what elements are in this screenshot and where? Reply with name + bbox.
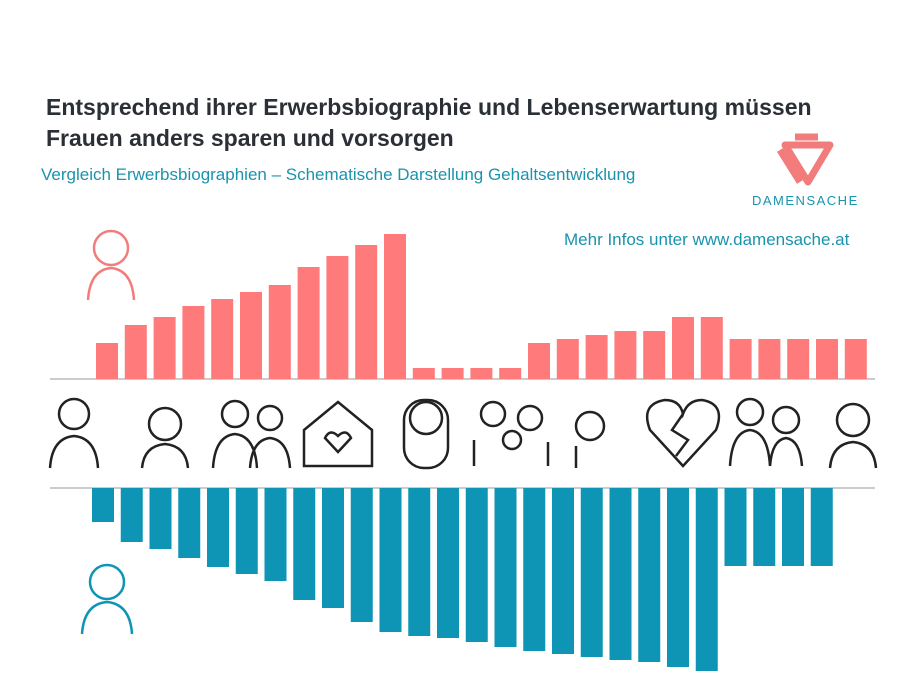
bar xyxy=(408,488,431,636)
bar xyxy=(787,339,810,379)
bar xyxy=(782,488,804,566)
bar xyxy=(724,488,747,566)
bar xyxy=(695,488,718,671)
bar xyxy=(384,234,406,379)
bar xyxy=(643,331,666,379)
life-stage-icons xyxy=(48,397,878,470)
bar xyxy=(528,343,550,379)
bar xyxy=(585,335,608,379)
bar xyxy=(293,488,316,600)
bar xyxy=(470,368,493,379)
bar xyxy=(614,331,637,379)
bar xyxy=(523,488,546,651)
bar xyxy=(211,299,234,379)
bar xyxy=(297,267,320,379)
bar xyxy=(235,488,258,574)
bar xyxy=(379,488,402,632)
bar xyxy=(153,317,176,379)
bar xyxy=(326,256,349,379)
bar xyxy=(580,488,603,657)
bar xyxy=(753,488,776,566)
bar xyxy=(494,488,517,647)
bar xyxy=(120,488,143,542)
bar xyxy=(350,488,373,622)
logo-mark xyxy=(777,133,834,186)
bar xyxy=(240,292,262,379)
bar xyxy=(552,488,574,654)
bar xyxy=(124,325,147,379)
title: Entsprechend ihrer Erwerbsbiographie und… xyxy=(46,94,812,151)
bar xyxy=(322,488,344,608)
bar xyxy=(441,368,464,379)
bar xyxy=(556,339,579,379)
bar xyxy=(92,488,114,522)
bar xyxy=(499,368,522,379)
bar xyxy=(412,368,435,379)
subtitle: Vergleich Erwerbsbiographien – Schematis… xyxy=(41,165,636,184)
bar xyxy=(729,339,752,379)
bar xyxy=(700,317,723,379)
man-icon xyxy=(80,563,134,635)
bar xyxy=(182,306,205,379)
bar xyxy=(355,245,378,379)
bar xyxy=(810,488,833,566)
bar xyxy=(207,488,229,567)
bar xyxy=(149,488,172,549)
bar xyxy=(638,488,661,662)
bar xyxy=(264,488,287,581)
bar xyxy=(672,317,694,379)
bar xyxy=(465,488,488,642)
bar xyxy=(609,488,632,660)
bar xyxy=(268,285,291,379)
woman-icon xyxy=(86,229,136,301)
bar xyxy=(667,488,689,667)
bar xyxy=(816,339,838,379)
bar xyxy=(437,488,459,638)
bar xyxy=(178,488,201,558)
bar xyxy=(844,339,867,379)
bar xyxy=(758,339,781,379)
logo-text: DAMENSACHE xyxy=(752,193,859,208)
bar xyxy=(96,343,118,379)
note: Mehr Infos unter www.damensache.at xyxy=(564,230,850,249)
